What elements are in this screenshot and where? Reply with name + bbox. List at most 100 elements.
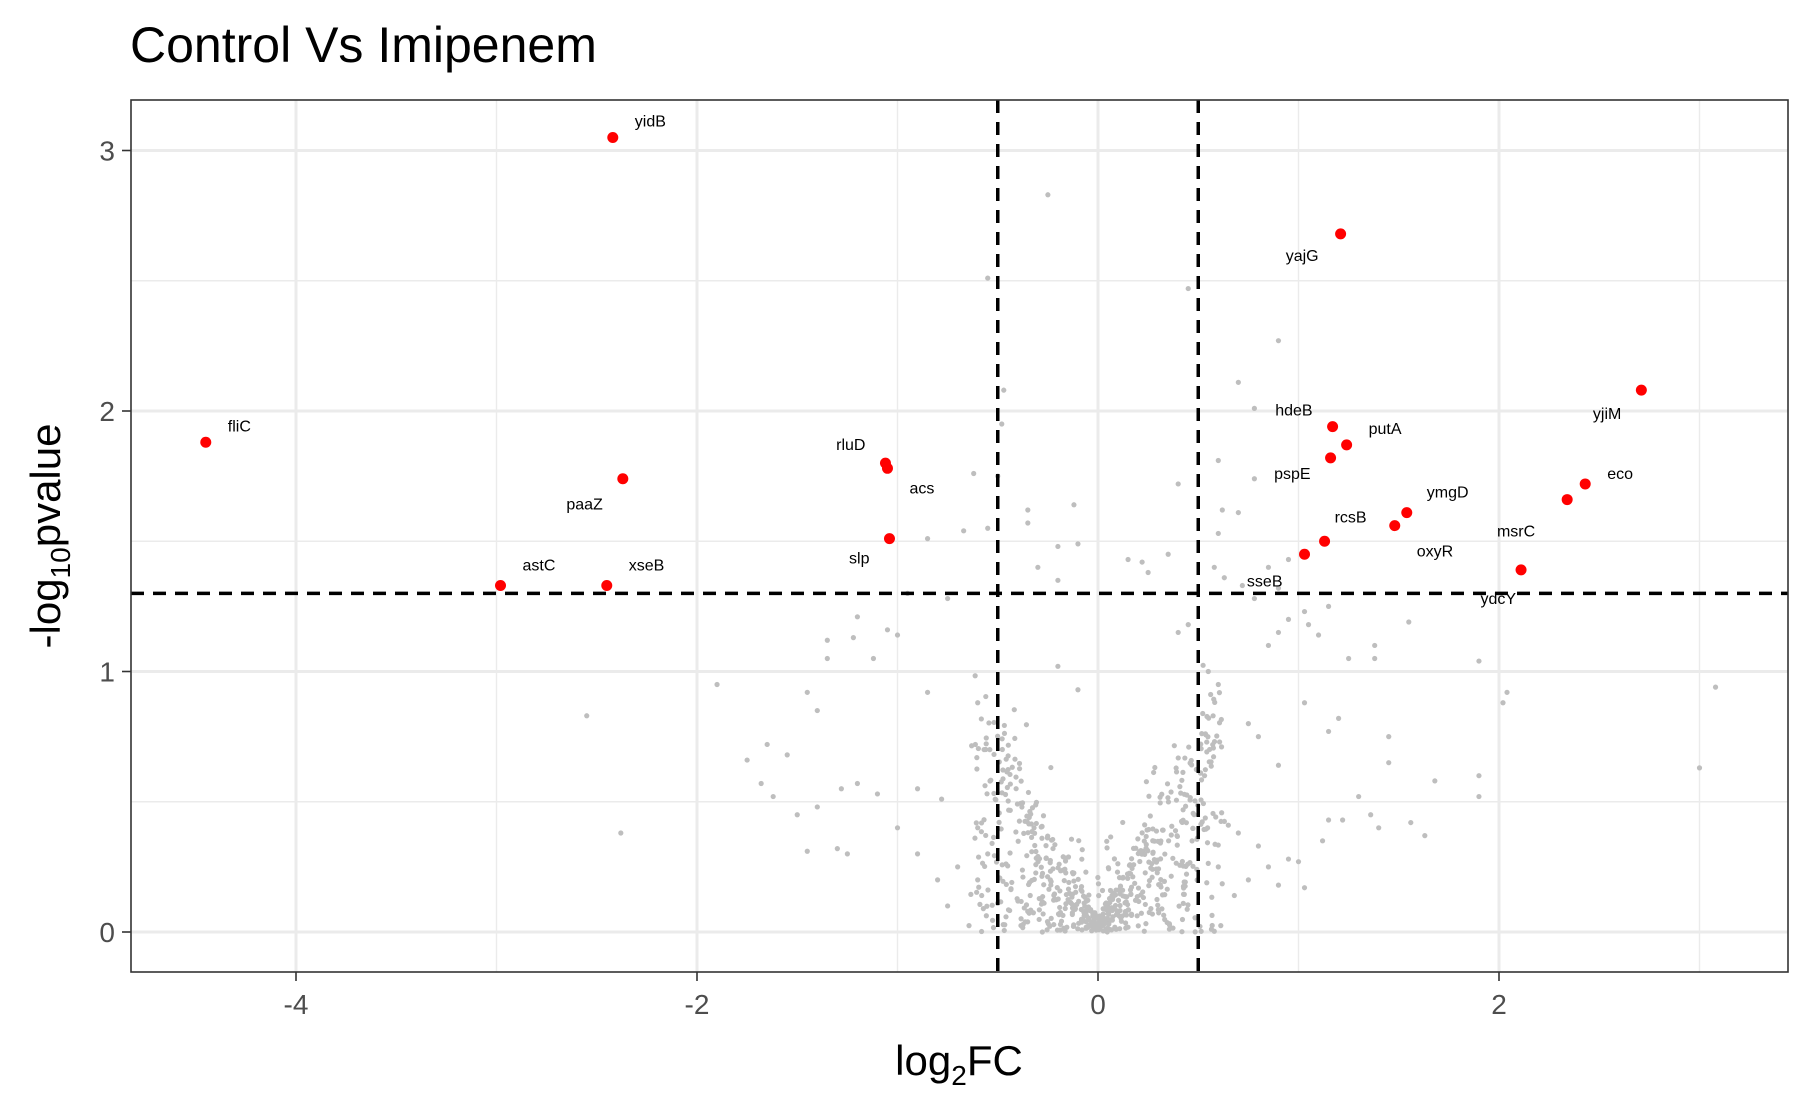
- background-point: [1173, 797, 1180, 803]
- background-point: [939, 796, 945, 802]
- background-point: [1255, 734, 1261, 740]
- background-point: [1079, 888, 1085, 894]
- point-label-oxyR: oxyR: [1417, 544, 1453, 561]
- background-point: [1013, 786, 1019, 792]
- background-point: [1265, 564, 1272, 570]
- background-point: [1035, 859, 1041, 865]
- significant-point-hdeB: [1327, 421, 1339, 433]
- background-point: [1060, 912, 1066, 919]
- background-point: [758, 780, 764, 787]
- background-point: [1165, 799, 1172, 805]
- background-point: [983, 832, 989, 839]
- background-point: [1065, 886, 1072, 892]
- background-point: [985, 275, 991, 281]
- background-point: [1139, 830, 1145, 836]
- background-point: [989, 902, 995, 908]
- background-point: [1178, 790, 1184, 796]
- y-tick-label: 1: [99, 657, 115, 688]
- background-point: [1154, 870, 1160, 876]
- background-point: [991, 853, 998, 859]
- background-point: [1047, 923, 1053, 929]
- background-point: [986, 720, 992, 726]
- background-point: [1151, 769, 1157, 776]
- background-point: [1080, 893, 1087, 899]
- background-point: [1162, 916, 1168, 923]
- background-point: [1285, 616, 1292, 623]
- background-point: [1000, 767, 1006, 773]
- background-point: [1301, 885, 1308, 891]
- background-point: [1112, 892, 1119, 898]
- background-point: [1078, 916, 1085, 922]
- background-point: [1165, 551, 1171, 557]
- background-point: [1118, 918, 1125, 924]
- y-tick-label: 0: [99, 917, 115, 948]
- background-point: [1143, 779, 1150, 785]
- background-point: [1061, 925, 1067, 931]
- background-point: [1158, 876, 1164, 883]
- background-point: [1086, 892, 1092, 898]
- background-point: [1192, 915, 1198, 921]
- background-point: [1149, 874, 1155, 880]
- background-point: [1007, 907, 1013, 914]
- background-point: [1071, 878, 1077, 884]
- significant-point-astC: [495, 580, 507, 592]
- point-label-eco: eco: [1607, 466, 1633, 483]
- background-point: [1038, 901, 1045, 907]
- background-point: [1075, 876, 1081, 882]
- background-point: [618, 830, 624, 836]
- background-point: [1205, 860, 1211, 866]
- background-point: [1154, 896, 1160, 903]
- background-point: [1048, 879, 1054, 885]
- background-point: [1054, 927, 1061, 933]
- background-point: [1004, 784, 1010, 791]
- background-point: [1063, 901, 1069, 907]
- background-point: [1111, 905, 1117, 911]
- significant-point-sseB: [1299, 548, 1311, 560]
- point-labels: yidB fliC paaZ astC xseB rluD acs slp yajG hdeB pu…: [228, 113, 1633, 607]
- background-point: [1205, 825, 1211, 831]
- background-point: [884, 627, 891, 633]
- background-point: [1047, 860, 1053, 866]
- background-point: [1025, 520, 1031, 526]
- background-point: [1408, 819, 1414, 826]
- axis-ticks: -4 -2 0 2 0 1 2 3: [99, 136, 1506, 1021]
- background-point: [1066, 879, 1072, 886]
- background-point: [1040, 813, 1047, 819]
- background-point: [1141, 928, 1147, 934]
- background-point: [975, 745, 981, 752]
- background-point: [1206, 715, 1212, 721]
- point-label-acs: acs: [909, 480, 934, 497]
- background-point: [1095, 874, 1101, 881]
- background-point: [1372, 642, 1378, 649]
- background-point: [1208, 763, 1214, 769]
- background-point: [1164, 886, 1170, 892]
- background-point: [834, 846, 840, 852]
- background-point: [1089, 920, 1095, 926]
- background-point: [1221, 575, 1227, 581]
- background-point: [1001, 730, 1008, 737]
- point-label-putA: putA: [1369, 421, 1402, 438]
- background-point: [1325, 603, 1332, 609]
- background-point: [1036, 916, 1042, 923]
- background-point: [1185, 902, 1191, 908]
- background-point: [1210, 810, 1216, 817]
- background-point: [1305, 622, 1312, 628]
- background-point: [1060, 867, 1066, 873]
- background-point: [1021, 905, 1027, 911]
- background-point: [1245, 721, 1251, 727]
- background-point: [975, 877, 981, 883]
- background-point: [1108, 834, 1114, 840]
- x-tick-label: -2: [685, 989, 710, 1020]
- background-point: [1005, 742, 1011, 748]
- background-point: [1125, 556, 1131, 563]
- background-point: [977, 901, 983, 907]
- background-point: [1135, 923, 1141, 929]
- grid-lines: [131, 100, 1788, 972]
- background-point: [1157, 800, 1163, 806]
- background-point: [1185, 285, 1191, 292]
- background-point: [1191, 812, 1197, 818]
- background-point: [1155, 902, 1161, 908]
- background-point: [1039, 835, 1045, 841]
- background-point: [1198, 928, 1204, 934]
- plot-border: [130, 99, 1789, 973]
